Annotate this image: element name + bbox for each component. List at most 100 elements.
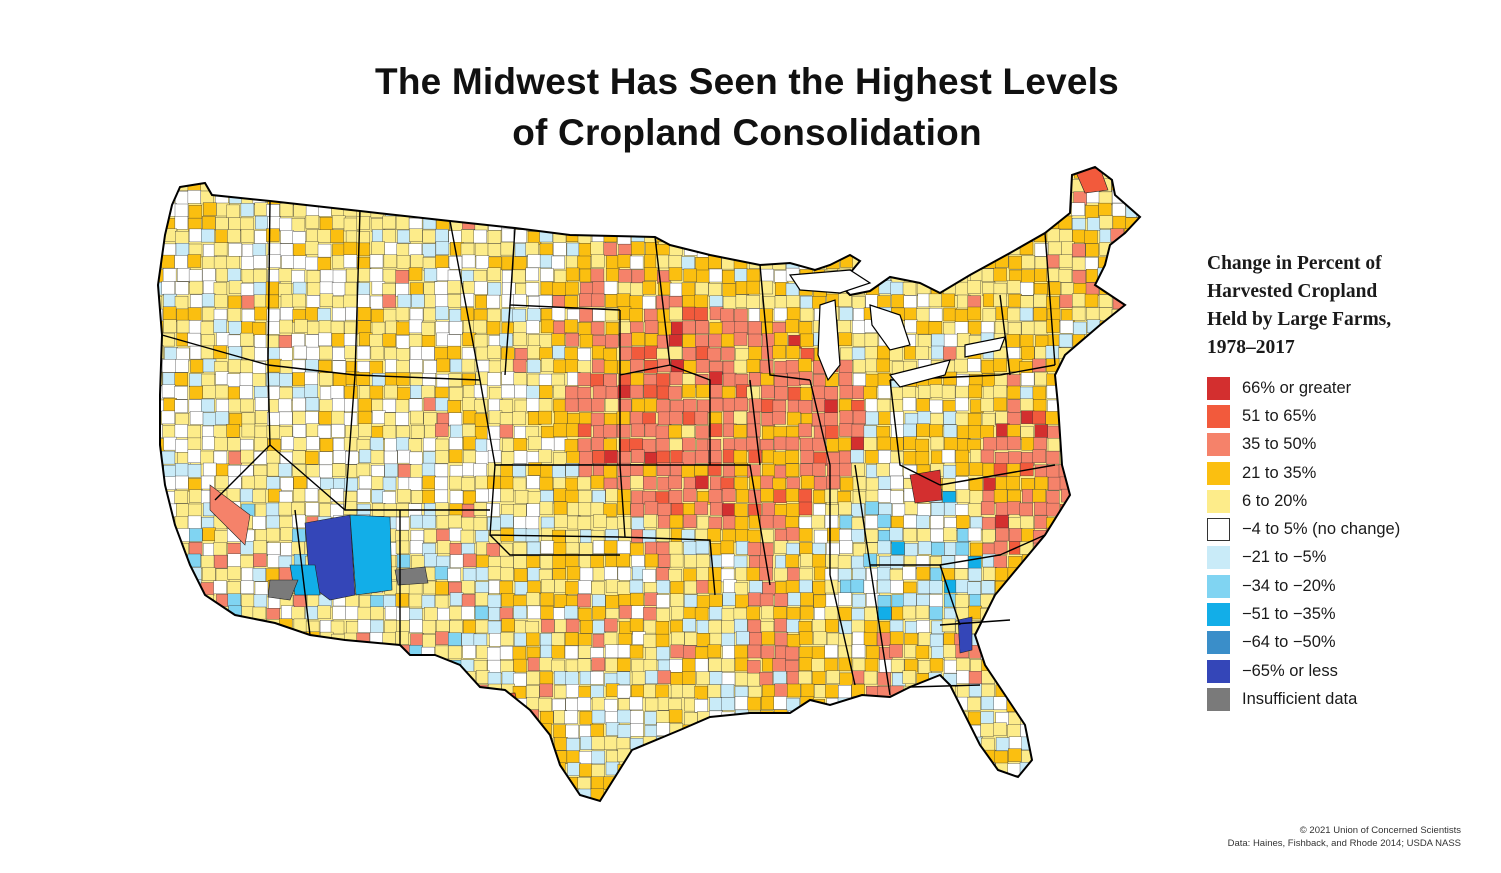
county-cell — [877, 540, 891, 555]
county-cell — [708, 268, 723, 283]
county-cell — [656, 608, 670, 622]
county-cell — [669, 167, 684, 177]
county-cell — [1033, 684, 1047, 698]
county-cell — [931, 542, 945, 556]
county-cell — [721, 347, 735, 361]
state-border — [269, 444, 346, 511]
county-cell — [240, 283, 255, 297]
county-cell — [1111, 696, 1125, 710]
county-cell — [291, 191, 306, 205]
county-cell — [330, 503, 344, 518]
county-cell — [709, 632, 724, 647]
county-cell — [656, 580, 670, 594]
county-cell — [877, 711, 891, 726]
county-cell — [267, 750, 281, 764]
county-cell — [643, 178, 657, 192]
county-cell — [592, 385, 607, 400]
county-cell — [761, 167, 775, 178]
county-cell — [759, 191, 773, 205]
county-cell — [683, 488, 697, 502]
county-cell — [566, 566, 581, 580]
county-cell — [551, 632, 565, 647]
county-cell — [241, 475, 256, 490]
county-cell — [1110, 167, 1124, 178]
county-cell — [1059, 229, 1073, 243]
county-cell — [411, 294, 425, 308]
county-cell — [253, 761, 267, 775]
county-cell — [670, 750, 684, 764]
county-cell — [358, 167, 372, 178]
county-cell — [397, 644, 411, 659]
county-cell — [772, 477, 786, 492]
county-cell — [708, 516, 722, 531]
state-border — [619, 364, 671, 376]
county-cell — [487, 230, 502, 244]
county-cell — [514, 399, 529, 414]
county-cell — [721, 608, 736, 622]
county-cell — [344, 659, 359, 673]
county-cell — [268, 736, 282, 751]
county-cell — [409, 723, 423, 737]
county-cell — [1097, 385, 1112, 399]
county-cell — [590, 241, 604, 255]
county-cell — [175, 736, 190, 751]
county-cell — [631, 179, 645, 193]
county-cell — [720, 540, 735, 555]
county-cell — [694, 411, 709, 425]
county-cell — [668, 490, 683, 504]
county-cell — [943, 789, 957, 801]
county-cell — [448, 672, 462, 687]
county-cell — [851, 619, 865, 634]
county-cell — [540, 204, 554, 219]
county-cell — [163, 293, 177, 308]
county-cell — [1125, 268, 1139, 282]
county-cell — [228, 710, 242, 724]
county-cell — [305, 451, 319, 465]
county-cell — [1137, 567, 1140, 582]
county-cell — [747, 619, 762, 634]
county-cell — [487, 566, 502, 580]
county-cell — [877, 788, 892, 801]
county-cell — [902, 735, 916, 750]
county-cell — [786, 177, 801, 192]
county-cell — [761, 774, 775, 788]
county-cell — [577, 177, 591, 191]
county-cell — [761, 399, 775, 413]
county-cell — [1047, 619, 1062, 634]
county-cell — [1139, 802, 1150, 815]
county-cell — [487, 243, 502, 257]
county-cell — [187, 437, 202, 452]
county-cell — [1071, 360, 1086, 374]
county-cell — [344, 398, 358, 412]
county-cell — [175, 359, 189, 373]
county-cell — [762, 581, 776, 596]
county-cell — [267, 462, 281, 477]
county-cell — [943, 465, 957, 479]
county-cell — [319, 399, 333, 413]
great-lake — [788, 269, 872, 294]
county-cell — [408, 267, 423, 281]
county-cell — [903, 528, 917, 542]
county-cell — [447, 280, 461, 294]
county-cell — [215, 633, 229, 648]
county-cell — [239, 776, 253, 791]
county-cell — [409, 308, 424, 322]
data-source-line: Data: Haines, Fishback, and Rhode 2014; … — [1227, 838, 1461, 849]
county-cell — [422, 475, 436, 490]
county-cell — [512, 463, 526, 477]
county-cell — [423, 204, 437, 218]
county-cell — [773, 307, 788, 322]
county-cell — [278, 567, 293, 581]
county-cell — [240, 359, 254, 374]
county-cell — [1137, 735, 1140, 749]
county-cell — [291, 541, 305, 556]
county-cell — [527, 762, 541, 776]
county-cell — [254, 334, 268, 348]
county-cell — [501, 775, 515, 789]
county-cell — [449, 490, 464, 504]
county-cell — [735, 777, 749, 791]
county-cell — [801, 711, 815, 726]
county-cell — [202, 436, 216, 450]
county-cell — [942, 709, 956, 724]
county-cell — [279, 736, 293, 750]
